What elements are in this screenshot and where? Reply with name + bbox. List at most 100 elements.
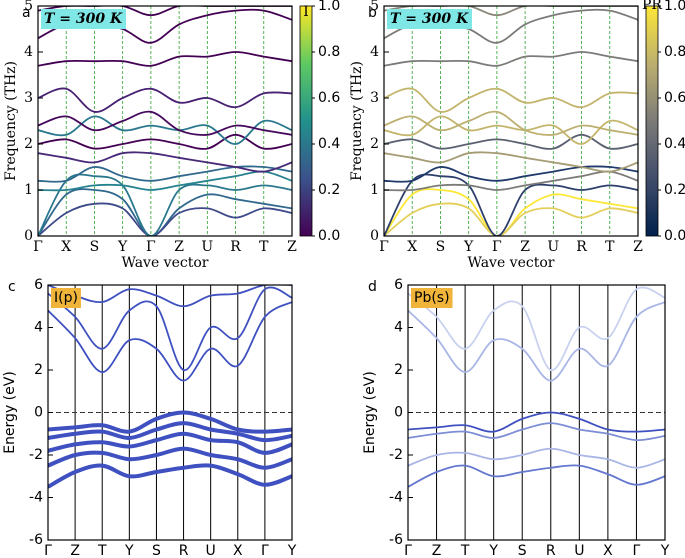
x-tick-label: Z bbox=[287, 239, 297, 255]
x-tick-label: Γ bbox=[261, 543, 269, 558]
x-tick-label: Γ bbox=[44, 543, 52, 558]
band-line bbox=[38, 170, 292, 192]
colorbar-tick-label: 0.0 bbox=[664, 228, 685, 244]
y-tick-label: 3 bbox=[24, 90, 33, 106]
bands bbox=[48, 285, 292, 489]
y-tick-label: 4 bbox=[24, 44, 33, 60]
x-tick-label: U bbox=[574, 543, 584, 558]
annotation-box bbox=[41, 9, 126, 29]
x-tick-label: Z bbox=[633, 239, 643, 255]
colorbar-tick-label: 1.0 bbox=[318, 0, 340, 14]
colorbar-tick-label: 0.4 bbox=[318, 136, 340, 152]
band-line bbox=[48, 431, 292, 455]
y-tick-label: 6 bbox=[34, 277, 43, 293]
band-line bbox=[384, 165, 638, 183]
y-tick-label: -4 bbox=[389, 490, 403, 506]
band-line bbox=[408, 286, 665, 371]
colorbar-tick-label: 0.8 bbox=[664, 44, 685, 60]
y-axis-label: Energy (eV) bbox=[362, 371, 378, 454]
band-line bbox=[38, 173, 292, 236]
x-tick-label: R bbox=[179, 543, 189, 558]
x-tick-label: Y bbox=[117, 239, 128, 255]
y-axis-label: Frequency (THz) bbox=[3, 61, 19, 181]
band-line bbox=[384, 110, 638, 136]
x-tick-label: S bbox=[518, 543, 527, 558]
panel-label: a bbox=[22, 5, 31, 21]
bands bbox=[384, 6, 638, 236]
band-line bbox=[384, 115, 638, 145]
y-tick-label: -4 bbox=[29, 490, 43, 506]
band-line bbox=[38, 87, 292, 113]
annotation: Pb(s) bbox=[414, 290, 450, 306]
y-tick-label: 1 bbox=[370, 182, 379, 198]
x-tick-label: Γ bbox=[404, 543, 412, 558]
x-tick-label: U bbox=[206, 543, 216, 558]
y-tick-label: 1 bbox=[24, 182, 33, 198]
annotation-box bbox=[387, 9, 472, 29]
x-tick-label: Z bbox=[432, 543, 442, 558]
band-line bbox=[38, 51, 292, 67]
x-axis-label: Wave vector bbox=[468, 255, 555, 271]
band-line bbox=[384, 170, 638, 192]
band-line bbox=[48, 446, 292, 470]
x-tick-label: T bbox=[460, 543, 470, 558]
x-tick-label: Z bbox=[70, 543, 80, 558]
band-line bbox=[384, 151, 638, 173]
x-tick-label: Γ bbox=[146, 239, 156, 255]
x-tick-label: Y bbox=[463, 239, 474, 255]
band-line bbox=[38, 133, 292, 150]
y-tick-label: 5 bbox=[24, 0, 33, 14]
colorbar-title: I bbox=[303, 4, 309, 20]
colorbar bbox=[645, 5, 659, 237]
band-line bbox=[408, 301, 665, 382]
colorbar-tick-label: 0.6 bbox=[318, 90, 340, 106]
band-line bbox=[38, 165, 292, 183]
x-tick-label: Γ bbox=[633, 543, 641, 558]
annotation: I(p) bbox=[54, 290, 78, 306]
bands bbox=[38, 6, 292, 236]
x-tick-label: Y bbox=[488, 543, 498, 558]
x-tick-label: U bbox=[547, 239, 559, 255]
band-line bbox=[48, 463, 292, 489]
panel-label: d bbox=[368, 279, 377, 295]
band-line bbox=[408, 464, 665, 488]
band-line bbox=[408, 411, 665, 433]
x-tick-label: X bbox=[233, 543, 243, 558]
colorbar-tick-label: 0.2 bbox=[664, 182, 685, 198]
band-line bbox=[38, 115, 292, 145]
band-line bbox=[384, 51, 638, 67]
band-line bbox=[384, 188, 638, 236]
band-line bbox=[384, 133, 638, 150]
colorbar-tick-label: 0.4 bbox=[664, 136, 685, 152]
y-axis-label: Energy (eV) bbox=[2, 371, 18, 454]
x-tick-label: Γ bbox=[492, 239, 502, 255]
x-tick-label: R bbox=[546, 543, 556, 558]
y-tick-label: 2 bbox=[34, 362, 43, 378]
x-tick-label: R bbox=[230, 239, 241, 255]
colorbar bbox=[299, 5, 313, 237]
y-tick-label: 2 bbox=[370, 136, 379, 152]
band-line bbox=[408, 447, 665, 469]
colorbar-tick-label: 1.0 bbox=[664, 0, 685, 14]
band-line bbox=[38, 151, 292, 173]
band-line bbox=[38, 110, 292, 136]
x-tick-label: R bbox=[576, 239, 587, 255]
x-tick-label: T bbox=[97, 543, 107, 558]
y-tick-label: 4 bbox=[370, 44, 379, 60]
colorbar-tick-label: 0.0 bbox=[318, 228, 340, 244]
y-tick-label: 5 bbox=[370, 0, 379, 14]
y-tick-label: 0 bbox=[370, 228, 379, 244]
x-tick-label: Γ bbox=[379, 239, 389, 255]
bands bbox=[408, 286, 665, 488]
colorbar-title: PR bbox=[642, 0, 662, 13]
y-tick-label: 3 bbox=[370, 90, 379, 106]
band-line bbox=[38, 188, 292, 236]
x-tick-label: S bbox=[90, 239, 100, 255]
y-tick-label: -6 bbox=[29, 532, 43, 548]
x-axis-label: Wave vector bbox=[122, 255, 209, 271]
annotation-box bbox=[411, 288, 453, 308]
x-tick-label: Γ bbox=[33, 239, 43, 255]
colorbar-tick-label: 0.2 bbox=[318, 182, 340, 198]
band-line bbox=[384, 173, 638, 236]
y-tick-label: 0 bbox=[24, 228, 33, 244]
